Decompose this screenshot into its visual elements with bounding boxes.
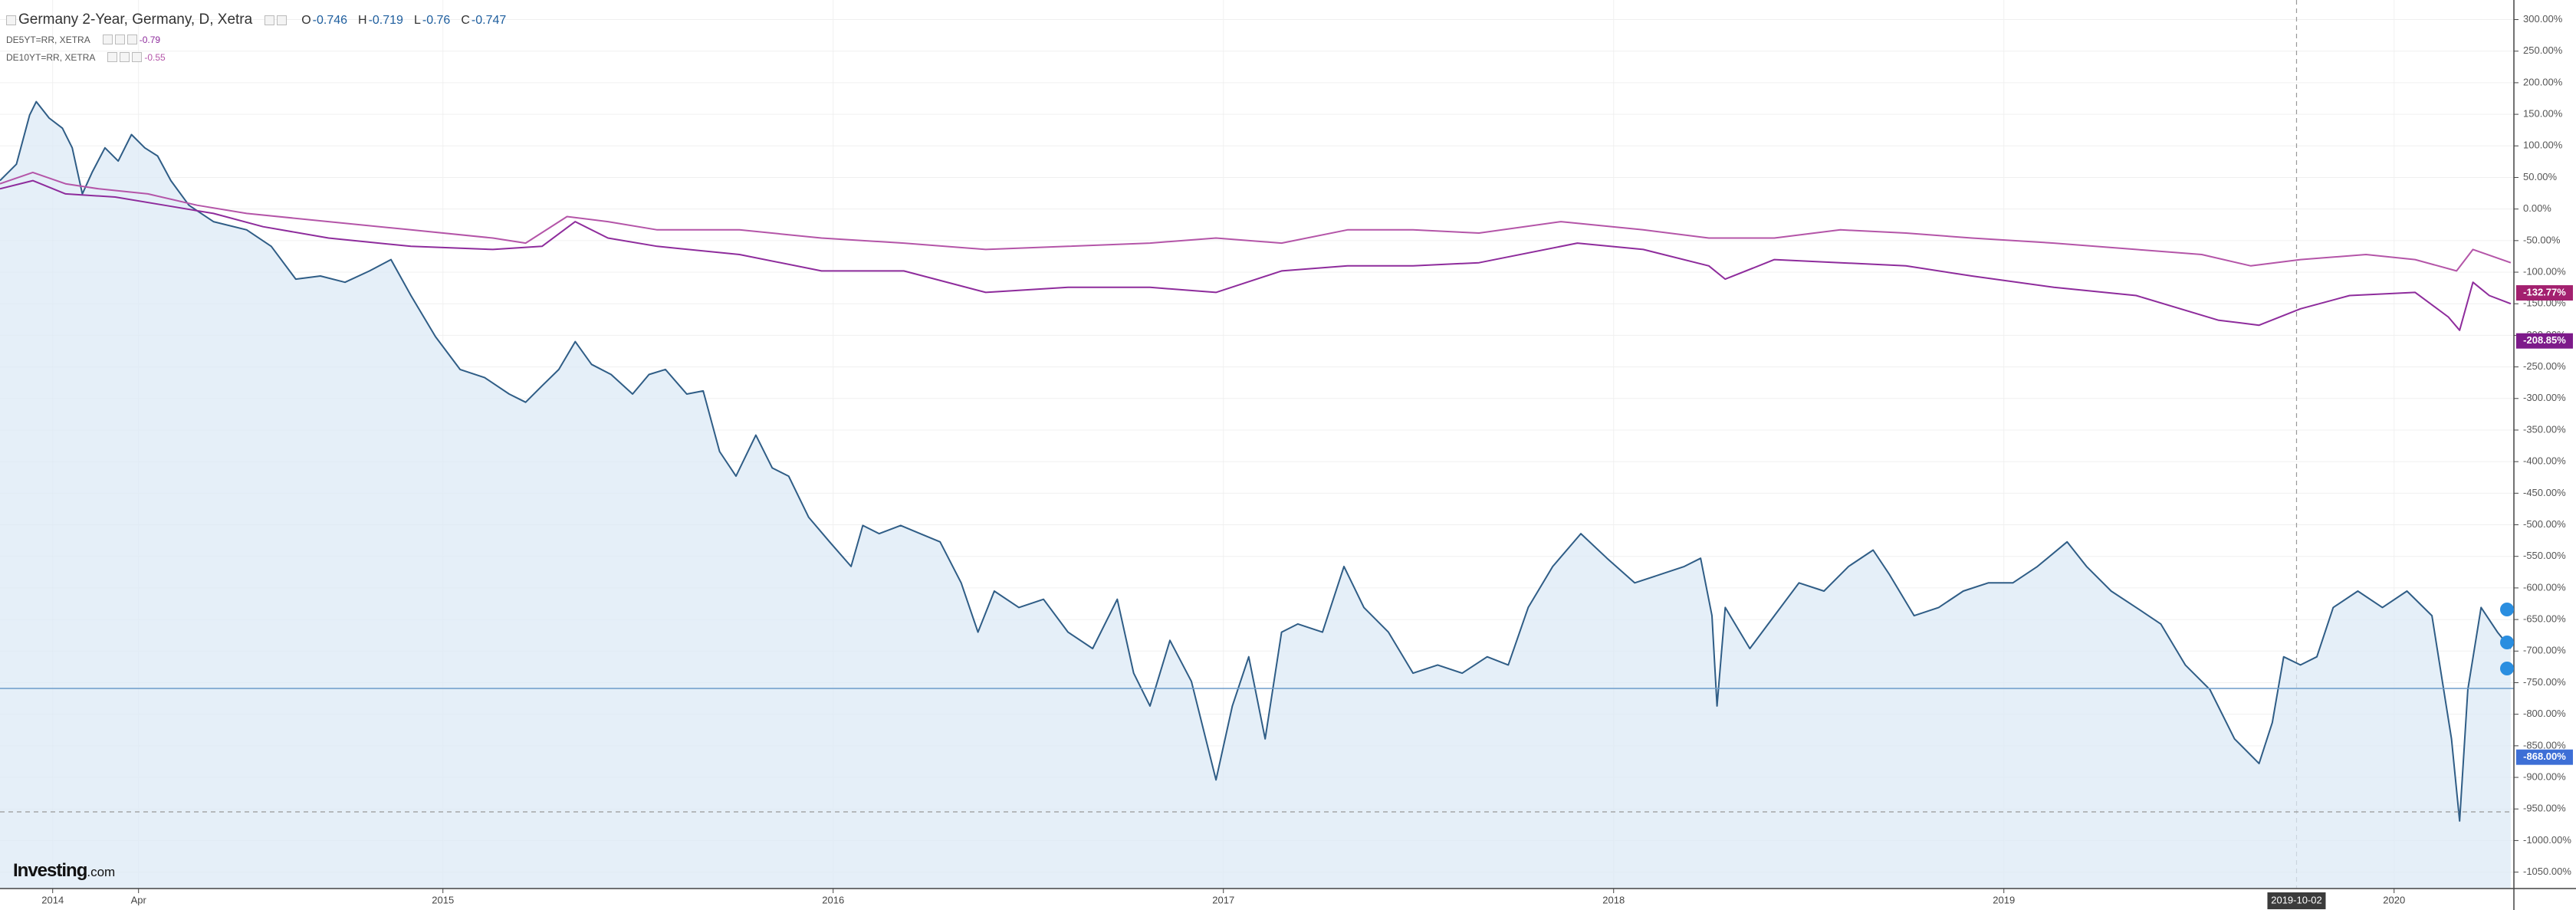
- settings-icon[interactable]: [264, 15, 275, 25]
- icon[interactable]: [102, 34, 113, 44]
- y-tick-label: -900.00%: [2523, 770, 2566, 782]
- logo-name: Investing: [13, 860, 87, 881]
- y-tick-label: 250.00%: [2523, 44, 2563, 56]
- y-tick-label: -750.00%: [2523, 676, 2566, 688]
- ohlc-value: -0.747: [471, 14, 507, 27]
- icon[interactable]: [107, 52, 118, 62]
- close-icon[interactable]: [277, 15, 288, 25]
- legend-name: DE5YT=RR, XETRA: [6, 34, 90, 45]
- icon[interactable]: [114, 34, 125, 44]
- event-marker[interactable]: [2500, 603, 2514, 616]
- x-tick-label: Apr: [131, 894, 147, 905]
- x-tick-label: 2019: [1993, 894, 2015, 905]
- ohlc: O -0.746 H -0.719 L -0.76 C -0.747: [301, 11, 517, 28]
- y-tick-label: -700.00%: [2523, 645, 2566, 656]
- y-tick-label: -300.00%: [2523, 392, 2566, 403]
- y-tick-label: -550.00%: [2523, 550, 2566, 561]
- y-tick-label: -500.00%: [2523, 518, 2566, 530]
- y-tick-label: -100.00%: [2523, 265, 2566, 277]
- y-tick-label: 300.00%: [2523, 13, 2563, 25]
- value-badge-label: -208.85%: [2523, 334, 2566, 346]
- crosshair-label-box: [2267, 892, 2326, 909]
- y-tick-label: -1000.00%: [2523, 834, 2571, 846]
- legend-value: -0.79: [139, 34, 161, 45]
- y-tick-label: -1050.00%: [2523, 866, 2571, 877]
- legend-value: -0.55: [144, 51, 166, 63]
- legend-entry: DE10YT=RR, XETRA -0.55: [6, 48, 517, 66]
- line: [0, 171, 2512, 272]
- y-tick-label: -350.00%: [2523, 423, 2566, 435]
- x-tick-label: 2015: [432, 894, 454, 905]
- value-badge: [2516, 285, 2573, 301]
- y-tick-label: 50.00%: [2523, 171, 2558, 182]
- event-marker[interactable]: [2500, 636, 2514, 649]
- y-tick-label: 150.00%: [2523, 108, 2563, 120]
- x-tick-label: 2014: [41, 894, 64, 905]
- event-marker[interactable]: [2500, 662, 2514, 675]
- ohlc-value: -0.76: [422, 14, 451, 27]
- y-tick-label: 200.00%: [2523, 76, 2563, 87]
- y-tick-label: -50.00%: [2523, 234, 2561, 245]
- logo-suffix: .com: [87, 865, 116, 879]
- y-tick-label: -400.00%: [2523, 455, 2566, 467]
- x-tick-label: 2018: [1602, 894, 1625, 905]
- legend-name: DE10YT=RR, XETRA: [6, 51, 96, 63]
- line: [0, 100, 2512, 822]
- icon[interactable]: [132, 52, 143, 62]
- legend-main: Germany 2-Year, Germany, D, Xetra O -0.74…: [6, 9, 517, 31]
- icon[interactable]: [127, 34, 137, 44]
- ohlc-value: -0.719: [368, 14, 403, 27]
- plot: [0, 100, 2512, 889]
- value-badge: [2516, 333, 2573, 349]
- line: [0, 179, 2512, 331]
- ohlc-label: O: [301, 14, 311, 27]
- y-tick-label: 0.00%: [2523, 202, 2551, 214]
- value-badge: [2516, 749, 2573, 765]
- area: [0, 101, 2511, 889]
- crosshair-label: 2019-10-02: [2271, 894, 2322, 905]
- y-tick-label: -650.00%: [2523, 613, 2566, 625]
- y-tick-label: -600.00%: [2523, 581, 2566, 593]
- ohlc-label: H: [358, 14, 367, 27]
- y-tick-label: -250.00%: [2523, 360, 2566, 372]
- y-tick-label: -450.00%: [2523, 487, 2566, 498]
- y-tick-label: -950.00%: [2523, 803, 2566, 814]
- ohlc-label: L: [413, 14, 421, 27]
- value-badge-label: -868.00%: [2523, 751, 2566, 762]
- legend-entry: DE5YT=RR, XETRA -0.79: [6, 31, 517, 48]
- legend: Germany 2-Year, Germany, D, Xetra O -0.74…: [6, 9, 517, 66]
- y-tick-label: 100.00%: [2523, 140, 2563, 151]
- ohlc-label: C: [461, 14, 470, 27]
- logo: Investing.com: [13, 860, 115, 882]
- main-title: Germany 2-Year, Germany, D, Xetra: [18, 11, 253, 28]
- icon[interactable]: [120, 52, 130, 62]
- axes: 300.00% 250.00% 200.00% 150.00% 100.00% 50.00…: [41, 13, 2573, 909]
- x-tick-label: 2016: [822, 894, 844, 905]
- y-tick-label: -850.00%: [2523, 739, 2566, 751]
- x-tick-label: 2017: [1212, 894, 1234, 905]
- y-tick-label: -800.00%: [2523, 708, 2566, 719]
- collapse-icon[interactable]: [6, 15, 16, 25]
- value-badge-label: -132.77%: [2523, 286, 2566, 297]
- x-tick-label: 2020: [2383, 894, 2405, 905]
- ohlc-value: -0.746: [312, 14, 348, 27]
